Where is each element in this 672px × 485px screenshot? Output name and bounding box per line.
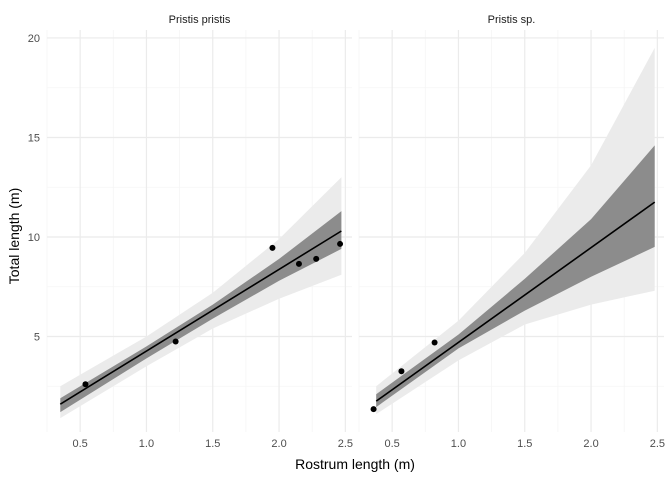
x-axis-title: Rostrum length (m) bbox=[295, 456, 415, 472]
data-point bbox=[269, 244, 276, 251]
y-axis: 5 10 15 20 bbox=[28, 33, 40, 344]
x-tick-label: 1.0 bbox=[139, 438, 154, 450]
x-tick-label: 2.0 bbox=[583, 438, 598, 450]
y-axis-title: Total length (m) bbox=[6, 188, 22, 284]
facet-panel: Pristis pristis bbox=[46, 14, 352, 432]
data-point bbox=[431, 339, 438, 346]
x-tick-label: 0.5 bbox=[385, 438, 400, 450]
facet-title: Pristis pristis bbox=[169, 14, 231, 26]
panels-layer: Pristis pristis Pristis sp. bbox=[46, 14, 664, 432]
data-point bbox=[82, 381, 89, 388]
x-tick-label: 0.5 bbox=[73, 438, 88, 450]
y-tick-label: 10 bbox=[28, 232, 40, 244]
y-tick-label: 15 bbox=[28, 132, 40, 144]
data-point bbox=[337, 240, 344, 247]
y-tick-label: 5 bbox=[34, 331, 40, 343]
data-point bbox=[313, 255, 320, 262]
y-tick-label: 20 bbox=[28, 33, 40, 45]
x-tick-label: 2.5 bbox=[650, 438, 665, 450]
regression-line bbox=[59, 230, 342, 405]
confidence-band-inner bbox=[60, 211, 342, 413]
data-point bbox=[370, 406, 377, 413]
x-tick-label: 2.0 bbox=[271, 438, 286, 450]
regression-line bbox=[375, 201, 656, 402]
data-point bbox=[295, 260, 302, 267]
x-tick-label: 1.5 bbox=[205, 438, 220, 450]
facet-panel: Pristis sp. bbox=[358, 14, 664, 432]
x-axis: 0.5 1.0 1.5 2.0 2.5 0.5 1.0 1.5 2.0 2.5 bbox=[73, 438, 666, 450]
facet-title: Pristis sp. bbox=[488, 14, 536, 26]
data-point bbox=[398, 368, 405, 375]
x-tick-label: 1.0 bbox=[451, 438, 466, 450]
x-tick-label: 1.5 bbox=[517, 438, 532, 450]
data-point bbox=[172, 338, 179, 345]
x-tick-label: 2.5 bbox=[338, 438, 353, 450]
